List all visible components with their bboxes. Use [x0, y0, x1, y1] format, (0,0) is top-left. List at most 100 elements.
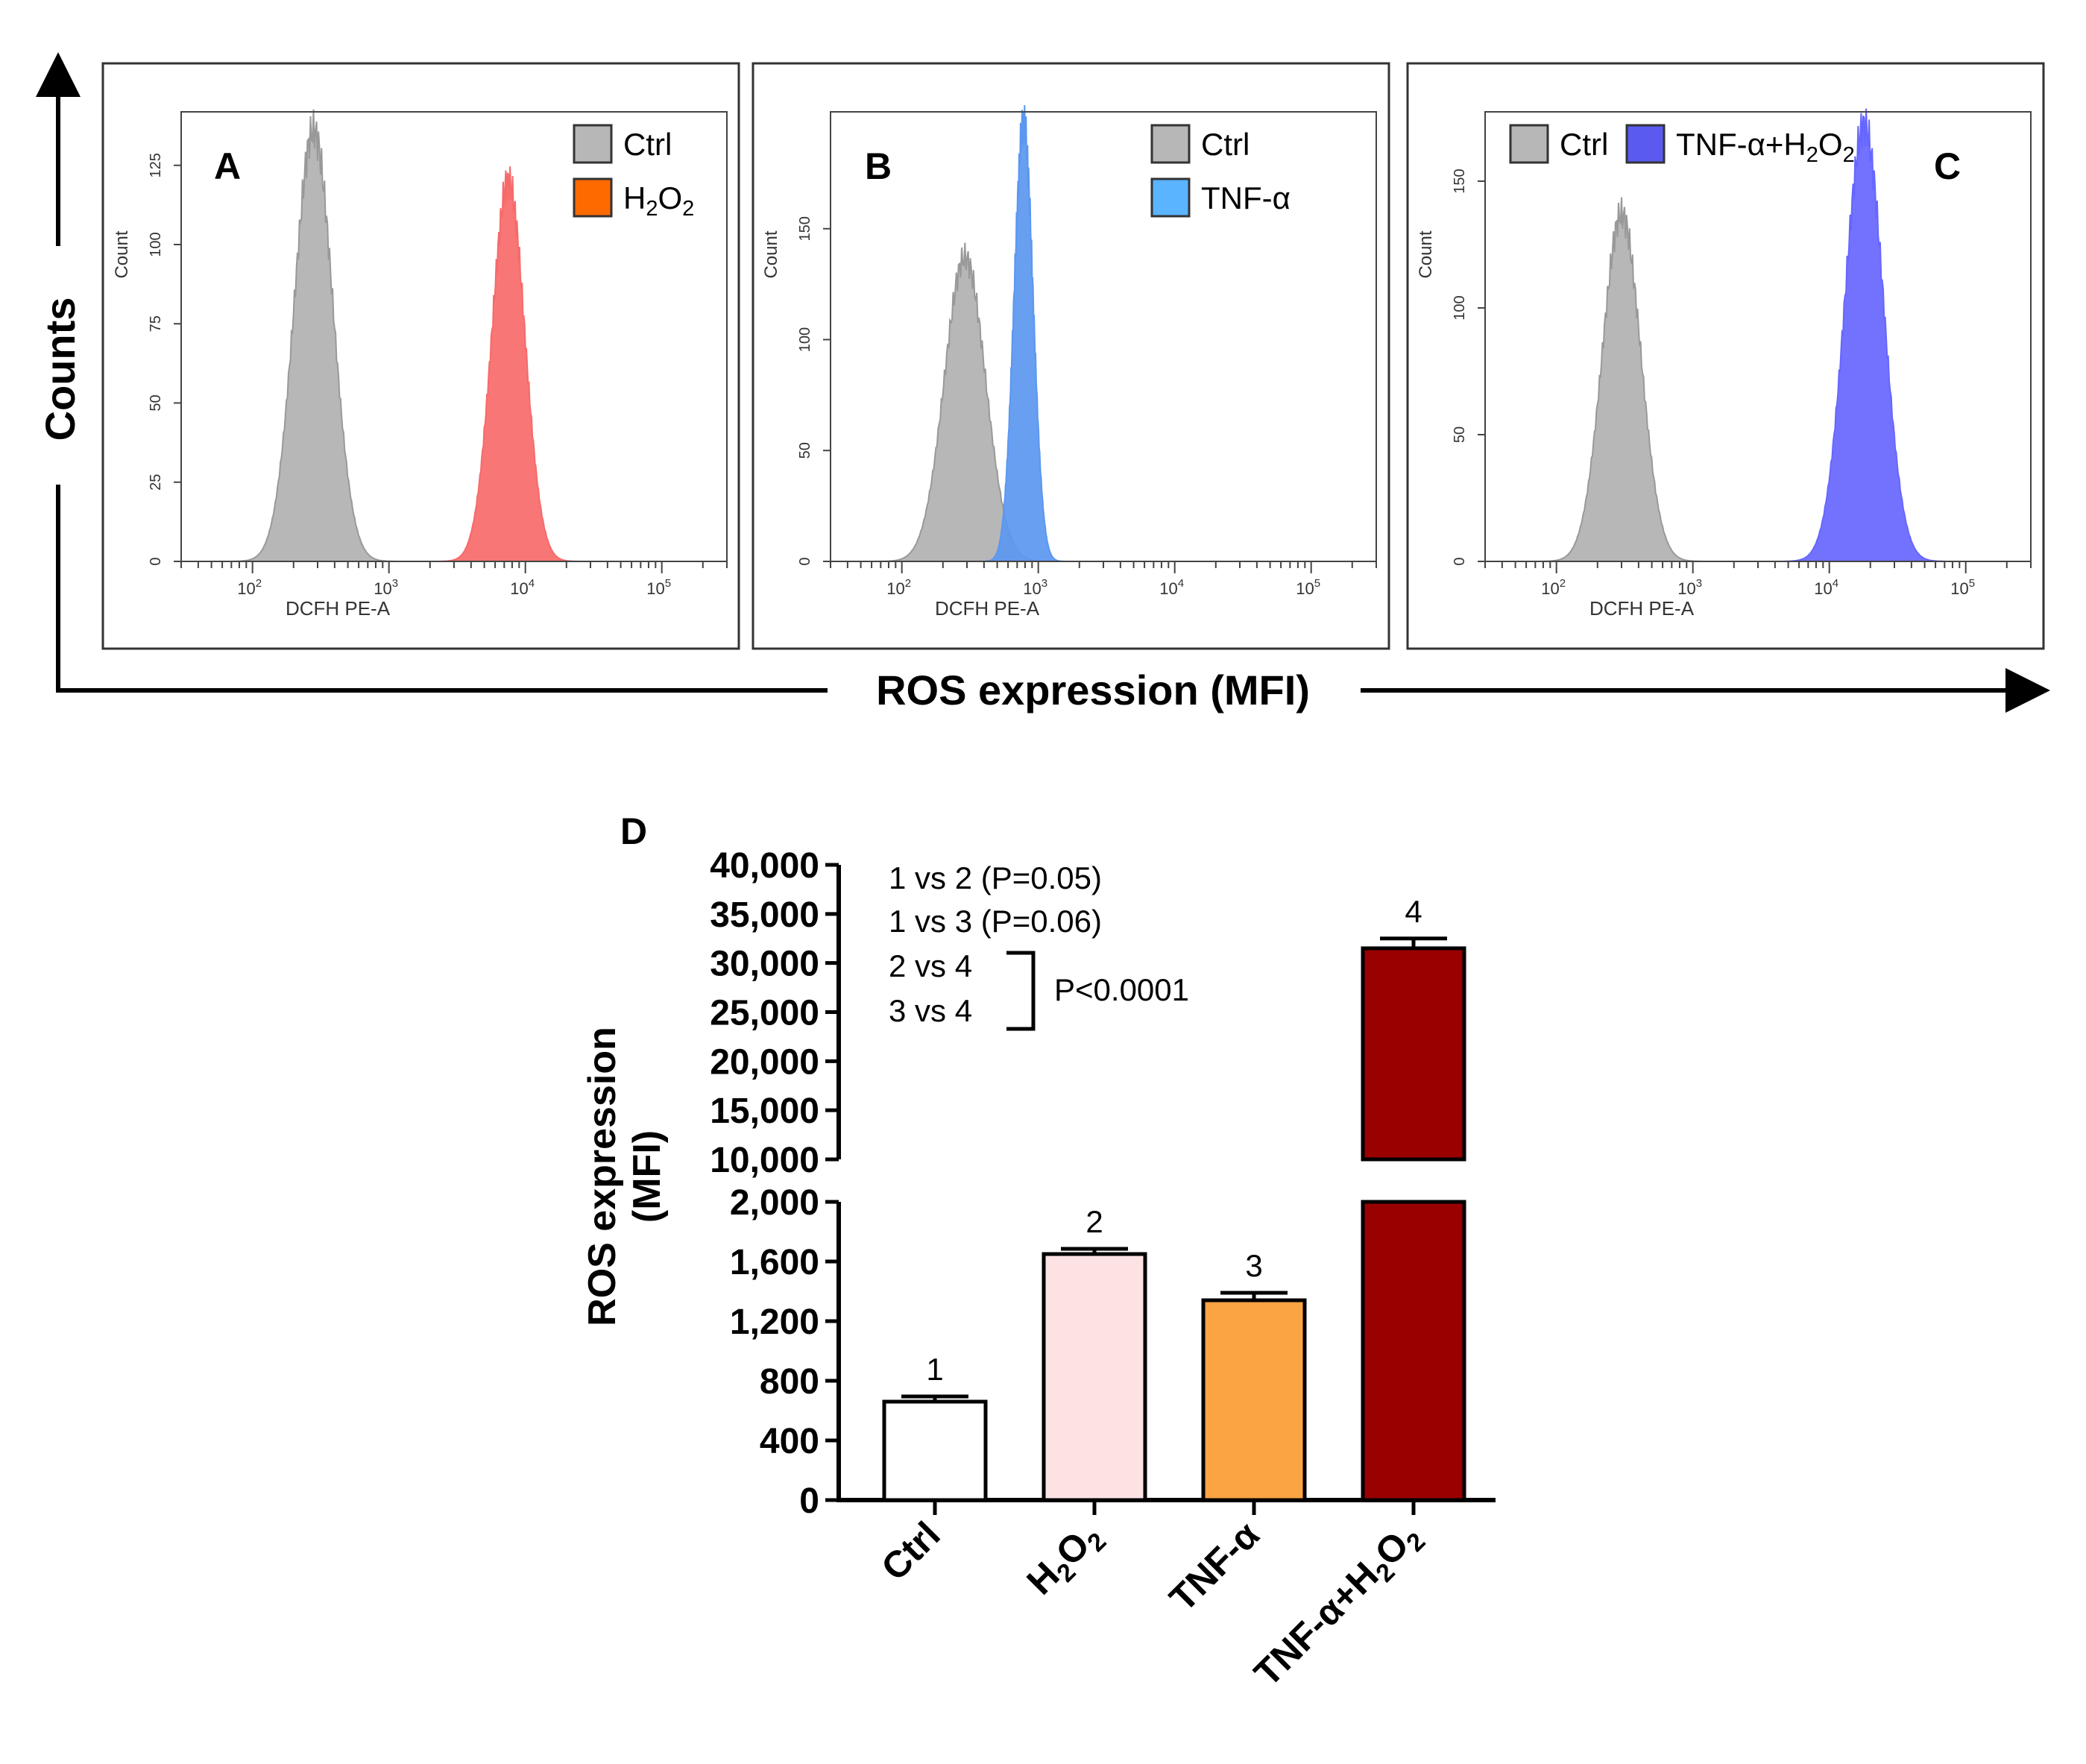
- histogram-panel-c: 0 50 100 150 Count 102 103 104 105 DCFH PE-A C Ctrl…: [1406, 62, 2045, 650]
- bar-category-label: TNF-α: [1162, 1513, 1267, 1619]
- panel-frame: [101, 62, 740, 650]
- x-axis-label: DCFH PE-A: [935, 597, 1040, 620]
- bar-y-tick-label: 1,200: [730, 1302, 819, 1342]
- legend-label: TNF-α: [1201, 180, 1291, 215]
- significance-annotations: 1 vs 2 (P=0.05) 1 vs 3 (P=0.06) 2 vs 4 3…: [889, 860, 1189, 1031]
- y-tick-label: 25: [148, 474, 164, 491]
- bar-category-label: TNF-α+H2O2: [1246, 1513, 1431, 1698]
- bar-1: [882, 1399, 988, 1502]
- bar-chart-panel-d: D ROS expression (MFI) 1 vs 2 (P=0.05) 1…: [581, 810, 1496, 1698]
- x-tick-label: 105: [1950, 577, 1975, 598]
- x-tick-label: 105: [646, 577, 671, 598]
- annotation-1-vs-3: 1 vs 3 (P=0.06): [889, 904, 1102, 939]
- y-tick-label: 0: [148, 557, 164, 565]
- bar-4-lower: [1361, 1200, 1466, 1502]
- y-tick-label: 125: [148, 153, 164, 177]
- y-tick-label: 75: [148, 315, 164, 332]
- y-tick-label: 0: [1452, 557, 1468, 565]
- y-axis-label: Count: [761, 230, 781, 278]
- panel-frame: [1406, 62, 2045, 650]
- x-axis-label: DCFH PE-A: [286, 597, 391, 620]
- legend-label: Ctrl: [1201, 127, 1250, 162]
- bar-y-tick-label: 10,000: [710, 1141, 819, 1180]
- x-tick-label: 102: [237, 577, 262, 598]
- panel-frame: [751, 62, 1390, 650]
- bar-number: 2: [1085, 1204, 1103, 1239]
- histogram-panel-a: 0 25 50 75 100 125 Count 102 103 104 105 DCFH PE-A A…: [101, 62, 740, 650]
- x-tick-label: 104: [1814, 577, 1838, 598]
- bar-y-tick-label: 0: [799, 1481, 819, 1521]
- bar-y-tick-label: 1,600: [730, 1243, 819, 1282]
- y-tick-label: 100: [797, 327, 813, 352]
- bar-number: 3: [1245, 1248, 1262, 1283]
- legend-swatch: [573, 177, 613, 218]
- y-tick-label: 150: [1452, 168, 1468, 193]
- bar-y-tick-label: 800: [760, 1362, 819, 1402]
- legend-label: H2O2: [623, 180, 694, 221]
- bar-y-tick-label: 20,000: [710, 1042, 819, 1082]
- panel-letter: C: [1934, 145, 1961, 187]
- bar-category-label: Ctrl: [873, 1513, 948, 1588]
- legend-label: Ctrl: [1560, 127, 1608, 162]
- bar-y-tick-label: 30,000: [710, 945, 819, 984]
- ros-expression-label: ROS expression (MFI): [876, 667, 1310, 714]
- histogram-tnf-: [983, 105, 1065, 562]
- annotation-3-vs-4: 3 vs 4: [889, 993, 972, 1028]
- bar-number: 1: [926, 1352, 943, 1387]
- x-tick-label: 102: [886, 577, 911, 598]
- histogram-tnf-h2o2: [1783, 108, 1945, 562]
- histogram-ctrl: [232, 109, 395, 562]
- histogram-panel-b: 0 50 100 150 Count 102 103 104 105 DCFH PE-A B Ctrl…: [751, 62, 1390, 650]
- bar-y-tick-label: 40,000: [710, 846, 819, 886]
- x-axis-label: DCFH PE-A: [1589, 597, 1695, 620]
- x-tick-label: 102: [1541, 577, 1566, 598]
- y-tick-label: 150: [797, 216, 813, 241]
- bar-y-tick-label: 25,000: [710, 994, 819, 1033]
- annotation-2-vs-4: 2 vs 4: [889, 948, 972, 983]
- y-tick-label: 50: [148, 394, 164, 411]
- legend-swatch: [573, 124, 613, 164]
- bar-2: [1042, 1252, 1147, 1502]
- bar-3: [1201, 1298, 1307, 1502]
- legend-swatch: [1625, 124, 1666, 164]
- x-tick-label: 105: [1296, 577, 1320, 598]
- plot-frame: [180, 111, 728, 562]
- bar-y-axis-label-line2: (MFI): [626, 1130, 669, 1223]
- significance-bracket: [1006, 951, 1036, 1031]
- histogram-h2o2: [438, 166, 579, 562]
- y-tick-label: 100: [148, 232, 164, 256]
- bar-y-axis-label-line1: ROS expression: [581, 1027, 624, 1326]
- y-axis-label: Count: [112, 230, 132, 278]
- annotation-p-value: P<0.0001: [1054, 972, 1189, 1007]
- y-tick-label: 0: [797, 557, 813, 565]
- bar-y-tick-label: 15,000: [710, 1092, 819, 1131]
- y-tick-label: 50: [797, 442, 813, 459]
- bar-number: 4: [1405, 894, 1422, 929]
- panel-letter: A: [214, 145, 241, 187]
- panel-d-letter: D: [620, 810, 647, 852]
- x-tick-label: 103: [1677, 577, 1702, 598]
- counts-label: Counts: [37, 297, 83, 441]
- x-tick-label: 104: [510, 577, 535, 598]
- y-tick-label: 50: [1452, 426, 1468, 443]
- legend-label: Ctrl: [623, 127, 672, 162]
- bar-y-tick-label: 400: [760, 1422, 819, 1461]
- annotation-1-vs-2: 1 vs 2 (P=0.05): [889, 860, 1102, 895]
- plot-frame: [830, 111, 1377, 562]
- bar-category-label: H2O2: [1018, 1513, 1112, 1607]
- legend-swatch: [1509, 124, 1549, 164]
- x-tick-label: 103: [1023, 577, 1047, 598]
- panel-letter: B: [865, 145, 892, 187]
- bar-y-tick-label: 35,000: [710, 895, 819, 935]
- x-tick-label: 104: [1159, 577, 1184, 598]
- histogram-ctrl: [1540, 197, 1703, 562]
- legend-label: TNF-α+H2O2: [1676, 127, 1855, 167]
- y-tick-label: 100: [1452, 295, 1468, 320]
- bar-4-upper: [1361, 946, 1466, 1162]
- legend-swatch: [1150, 177, 1191, 218]
- figure-axes: Counts ROS expression (MFI): [36, 52, 2050, 714]
- bar-y-tick-label: 2,000: [730, 1183, 819, 1223]
- y-axis-label: Count: [1416, 230, 1436, 278]
- legend-swatch: [1150, 124, 1191, 164]
